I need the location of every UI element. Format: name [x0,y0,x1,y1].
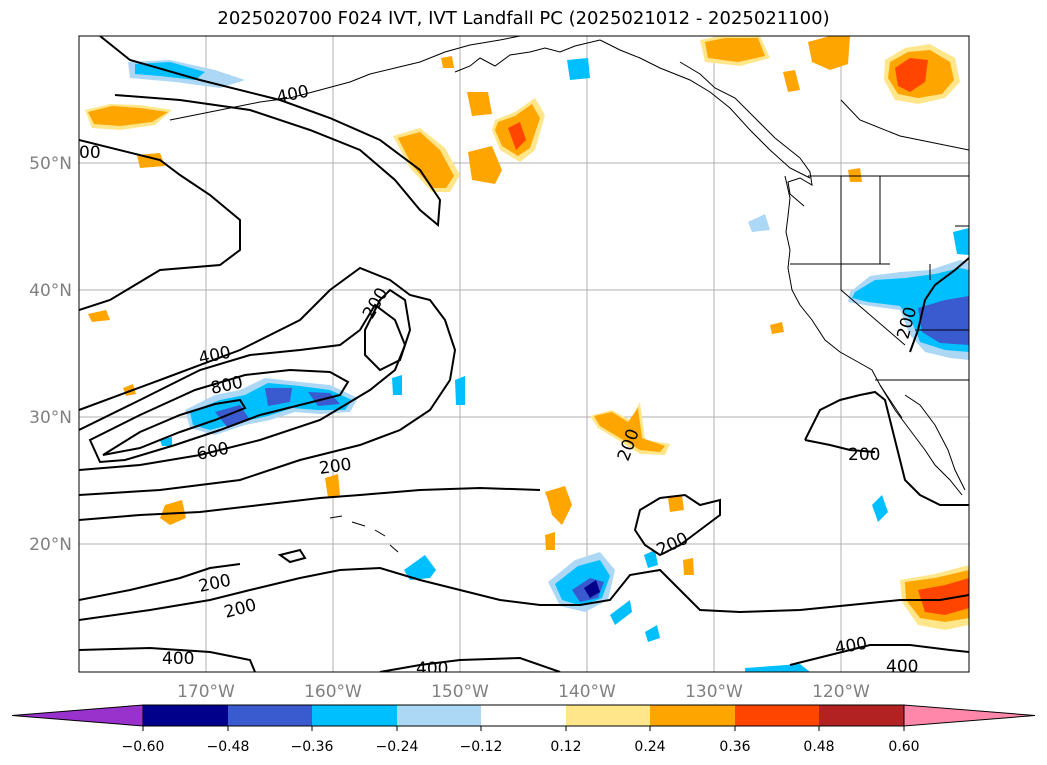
lat-label-20n: 20°N [29,535,72,555]
map-frame [78,35,970,673]
colorbar-tick-label: −0.12 [460,739,503,755]
colorbar-over-arrow [903,704,1036,727]
contour-200-lower [79,566,580,621]
contour-200-outer [79,139,241,311]
colorbar-under-arrow [11,704,144,727]
contour-label: 400 [886,657,918,677]
contour-200-loop [633,493,721,557]
contour-400-bottom [79,646,256,672]
lat-label-40n: 40°N [29,281,72,301]
bc-coast [787,157,813,207]
colorbar-tick-label: −0.60 [122,739,165,755]
contour-200-inner [364,288,412,372]
baja-peninsula [879,384,963,496]
alaska-coast [289,36,521,99]
contour-400-mid [79,303,407,471]
contour-label: 400 [162,649,194,669]
us-west-coast [784,175,903,419]
map-title: 2025020700 F024 IVT, IVT Landfall PC (20… [217,8,830,29]
colorbar-tick-label: 0.60 [888,739,919,755]
hawaii-islands [329,515,399,553]
contour-200-west-loop [79,563,241,601]
lat-label-30n: 30°N [29,408,72,428]
contour-label: 00 [79,143,101,163]
colorbar-tick-label: 0.48 [803,739,834,755]
colorbar: −0.60 −0.48 −0.36 −0.24 −0.12 0.12 0.24 … [11,704,1036,755]
contour-labels: 400 00 200 400 800 600 200 200 200 200 2… [79,82,921,679]
alaska-panhandle [599,39,811,179]
lon-label-160w: 160°W [304,682,362,702]
contour-label: 400 [416,659,448,679]
mexico-coast [904,394,966,491]
coastlines [169,36,969,553]
contour-400-outer [99,36,442,228]
contour-800 [102,398,247,456]
lon-label-170w: 170°W [177,682,235,702]
bc-alberta-border [840,99,969,151]
contour-label: 200 [318,455,353,479]
colorbar-tick-label: 0.12 [550,739,581,755]
colorbar-tick-label: −0.48 [207,739,250,755]
colorbar-bin [143,705,228,726]
lon-label-150w: 150°W [431,682,489,702]
contour-600 [88,368,350,464]
ivt-contours [79,36,969,672]
contour-200-california [909,257,969,353]
lon-label-130w: 130°W [685,682,743,702]
colorbar-bin [819,705,904,726]
lon-label-120w: 120°W [812,682,870,702]
colorbar-bin [228,705,312,726]
contour-200-east [804,390,969,506]
colorbar-tick-label: −0.36 [291,739,334,755]
colorbar-bin [481,705,566,726]
colorbar-bin [650,705,735,726]
colorbar-tick-label: −0.24 [376,739,419,755]
colorbar-bin [566,705,650,726]
latitude-labels: 50°N 40°N 30°N 20°N [29,154,72,555]
us-state-borders [790,176,969,346]
lat-label-50n: 50°N [29,154,72,174]
colorbar-bin [735,705,819,726]
colorbar-tick-label: 0.36 [719,739,750,755]
contour-label: 200 [848,445,880,465]
probability-shading [85,36,969,672]
colorbar-tick-label: 0.24 [634,739,665,755]
colorbar-bin [397,705,481,726]
contour-200-southern [79,486,541,521]
contour-200-big [79,266,457,496]
colorbar-bin [312,705,397,726]
lon-label-140w: 140°W [558,682,616,702]
longitude-labels: 170°W 160°W 150°W 140°W 130°W 120°W [177,682,870,702]
